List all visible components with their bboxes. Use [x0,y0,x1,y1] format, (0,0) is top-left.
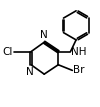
Text: Br: Br [73,65,85,75]
Text: N: N [40,30,48,40]
Text: NH: NH [71,47,87,57]
Text: N: N [26,67,34,77]
Text: Cl: Cl [3,47,13,57]
